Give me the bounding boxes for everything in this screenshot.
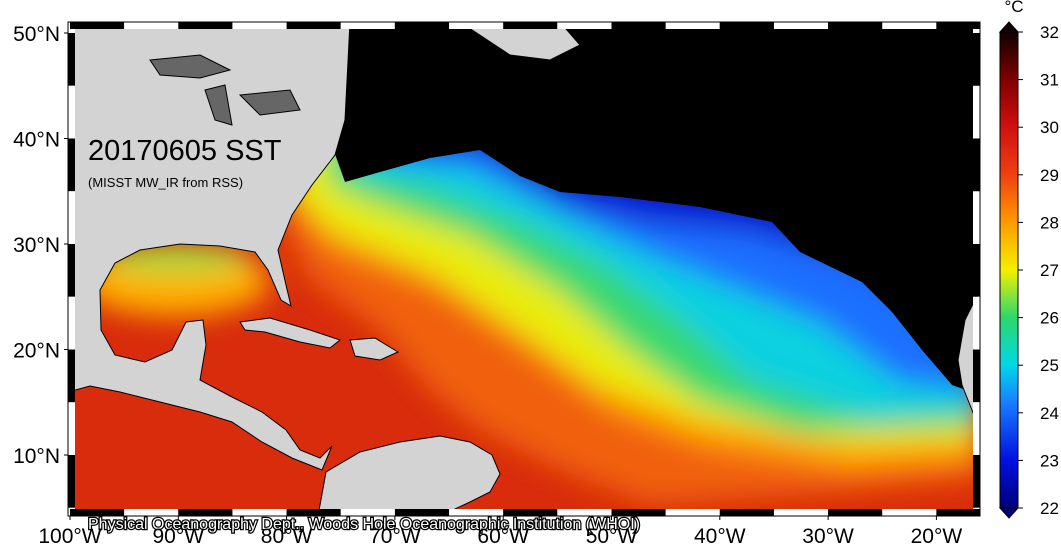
- border-segment: [973, 349, 980, 403]
- border-segment: [773, 22, 829, 29]
- border-segment: [68, 244, 75, 297]
- lon-label: 100°W: [38, 525, 101, 546]
- border-segment: [973, 85, 980, 139]
- lon-label: 80°W: [261, 525, 313, 546]
- border-segment: [232, 22, 287, 29]
- border-segment: [773, 509, 829, 516]
- lon-label: 30°W: [802, 525, 854, 546]
- border-segment: [68, 138, 75, 192]
- lake: [149, 54, 232, 79]
- lon-label: 40°W: [694, 525, 746, 546]
- lon-label: 70°W: [369, 525, 421, 546]
- border-segment: [124, 22, 179, 29]
- border-segment: [719, 509, 774, 516]
- colorbar-max-arrow: [998, 21, 1020, 33]
- lon-label: 20°W: [911, 525, 963, 546]
- border-segment: [882, 22, 937, 29]
- border-segment: [232, 509, 287, 516]
- border-segment: [882, 509, 937, 516]
- lake: [204, 84, 233, 126]
- border-segment: [719, 22, 774, 29]
- colorbar-tick-label: 27: [1040, 261, 1059, 280]
- colorbar-tick-label: 31: [1040, 71, 1059, 90]
- border-segment: [286, 509, 341, 516]
- border-segment: [340, 509, 395, 516]
- north-central-america: [68, 22, 351, 471]
- colorbar-min-arrow: [998, 507, 1020, 519]
- border-segment: [68, 455, 75, 508]
- border-segment: [611, 509, 666, 516]
- border-segment: [449, 22, 504, 29]
- south-america: [317, 435, 501, 516]
- border-segment: [449, 509, 504, 516]
- colorbar: °C 22 23 24 25 26 27 28 29 30 31 32: [998, 0, 1059, 519]
- lat-label: 10°N: [13, 445, 60, 468]
- colorbar-tick-label: 28: [1040, 213, 1059, 232]
- border-segment: [394, 22, 450, 29]
- lake: [238, 89, 301, 116]
- border-segment: [665, 22, 720, 29]
- hispaniola: [349, 337, 400, 361]
- colorbar-tick-label: 25: [1040, 356, 1059, 375]
- border-segment: [665, 509, 720, 516]
- border-segment: [973, 296, 980, 350]
- border-segment: [973, 244, 980, 297]
- border-segment: [611, 22, 666, 29]
- border-segment: [503, 22, 558, 29]
- border-segment: [973, 138, 980, 192]
- border-segment: [70, 509, 125, 516]
- lat-label: 30°N: [13, 234, 60, 257]
- map-subtitle: (MISST MW_IR from RSS): [88, 175, 243, 190]
- colorbar-tick-label: 30: [1040, 118, 1059, 137]
- border-segment: [124, 509, 179, 516]
- border-segment: [286, 22, 341, 29]
- no-data-mask: [330, 22, 980, 395]
- colorbar-tick-label: 24: [1040, 404, 1059, 423]
- colorbar-tick-label: 23: [1040, 451, 1059, 470]
- border-segment: [936, 22, 980, 29]
- map-area: [68, 22, 980, 516]
- border-segment: [68, 33, 75, 86]
- lon-label: 50°W: [586, 525, 638, 546]
- border-segment: [828, 509, 883, 516]
- colorbar-tick-label: 32: [1040, 23, 1059, 42]
- colorbar-tick-label: 29: [1040, 166, 1059, 185]
- border-segment: [394, 509, 450, 516]
- border-segment: [68, 85, 75, 139]
- border-segment: [973, 455, 980, 508]
- border-segment: [68, 296, 75, 350]
- lat-label: 40°N: [13, 129, 60, 152]
- border-segment: [68, 402, 75, 455]
- border-segment: [557, 22, 612, 29]
- border-segment: [70, 22, 125, 29]
- lon-label: 60°W: [477, 525, 529, 546]
- border-segment: [557, 509, 612, 516]
- border-segment: [973, 402, 980, 455]
- border-segment: [68, 191, 75, 244]
- great-lakes: [149, 54, 301, 126]
- border-segment: [936, 509, 980, 516]
- colorbar-tick-label: 26: [1040, 309, 1059, 328]
- border-segment: [178, 22, 233, 29]
- colorbar-tick-label: 22: [1040, 499, 1059, 518]
- border-segment: [828, 22, 883, 29]
- canada-east: [459, 22, 581, 61]
- border-segment: [178, 509, 233, 516]
- map-credit: Physical Oceanography Dept., Woods Hole …: [88, 516, 640, 533]
- border-segment: [340, 22, 395, 29]
- lat-label: 50°N: [13, 23, 60, 46]
- cuba: [239, 317, 342, 349]
- border-segment: [973, 191, 980, 244]
- colorbar-unit: °C: [1004, 0, 1023, 16]
- border-segment: [68, 349, 75, 403]
- map-frame: [67, 21, 981, 517]
- border-segment: [503, 509, 558, 516]
- lon-label: 90°W: [153, 525, 205, 546]
- map-title: 20170605 SST: [88, 135, 282, 167]
- border-segment: [973, 33, 980, 86]
- map-border: [68, 22, 980, 516]
- lat-label: 20°N: [13, 340, 60, 363]
- colorbar-scale: [999, 31, 1019, 509]
